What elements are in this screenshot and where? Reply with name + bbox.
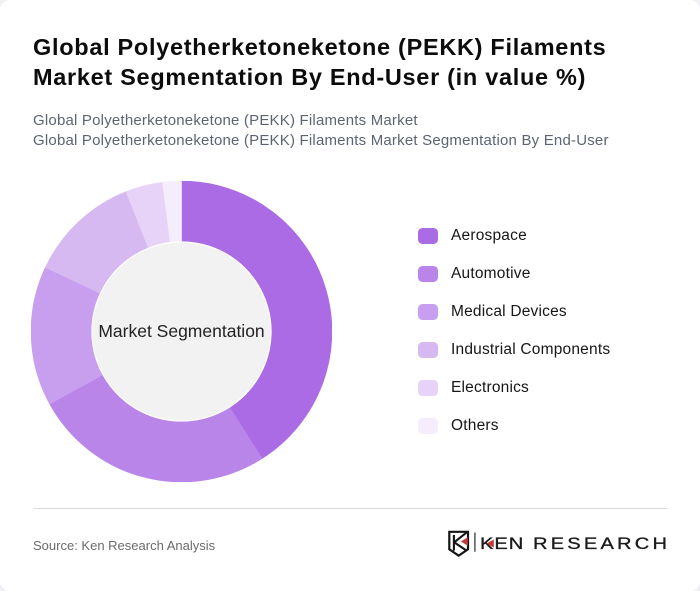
svg-text:KEN: KEN <box>480 534 524 553</box>
svg-text:RESEARCH: RESEARCH <box>533 534 670 553</box>
